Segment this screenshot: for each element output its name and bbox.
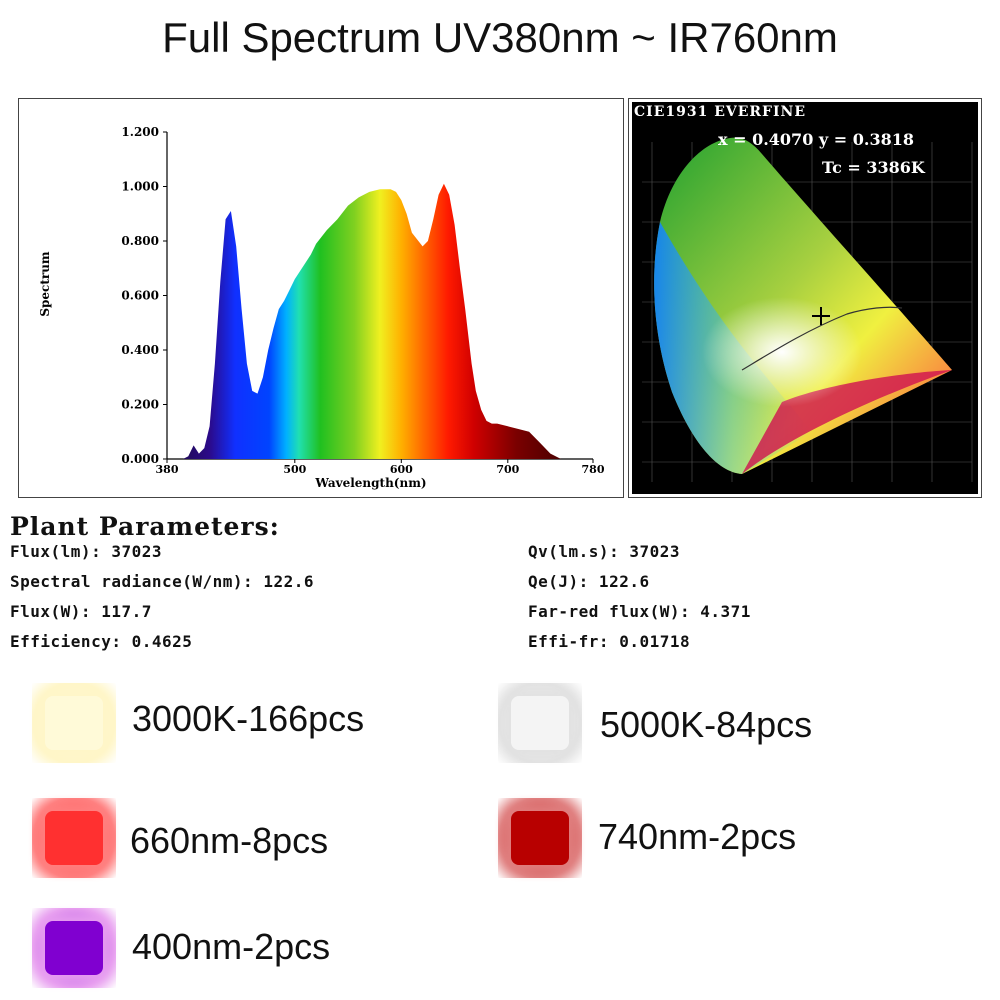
led-chip-icon <box>32 683 116 763</box>
params-heading: Plant Parameters: <box>10 512 280 541</box>
x-tick-label: 600 <box>390 463 413 476</box>
chromaticity-point-marker <box>812 307 830 325</box>
cie-chromaticity-plot <box>642 137 973 482</box>
param-qe: Qe(J): 122.6 <box>528 572 650 591</box>
cie-xy-readout: x = 0.4070 y = 0.3818 <box>718 130 914 149</box>
x-tick-label: 700 <box>496 463 519 476</box>
x-axis-label: Wavelength(nm) <box>314 476 426 490</box>
led-chip-icon <box>498 798 582 878</box>
y-axis-label: Spectrum <box>38 251 52 317</box>
led-label-400nm: 400nm-2pcs <box>132 926 331 967</box>
y-tick-label: 0.200 <box>121 398 159 412</box>
led-label-3000k: 3000K-166pcs <box>132 698 365 739</box>
cie-brand-label: CIE1931 EVERFINE <box>634 104 806 120</box>
cie-diagram-panel: CIE1931 EVERFINE x = 0.4070 y = 0.3818 T… <box>628 98 982 498</box>
y-tick-label: 1.200 <box>121 125 159 139</box>
param-efficiency: Efficiency: 0.4625 <box>10 632 193 651</box>
y-tick-label: 0.600 <box>121 289 159 303</box>
led-chip-icon <box>32 908 116 988</box>
x-tick-label: 380 <box>156 463 179 476</box>
led-chip-icon <box>498 683 582 763</box>
y-tick-label: 1.000 <box>121 180 159 194</box>
page-title: Full Spectrum UV380nm ~ IR760nm <box>162 14 838 61</box>
y-tick-label: 0.400 <box>121 343 159 357</box>
param-flux-w: Flux(W): 117.7 <box>10 602 152 621</box>
led-chip-icon <box>32 798 116 878</box>
y-tick-label: 0.800 <box>121 234 159 248</box>
y-tick-label: 0.000 <box>121 452 159 466</box>
led-label-5000k: 5000K-84pcs <box>600 704 813 745</box>
param-effi-fr: Effi-fr: 0.01718 <box>528 632 691 651</box>
led-label-740nm: 740nm-2pcs <box>598 816 797 857</box>
cie-diagram: CIE1931 EVERFINE x = 0.4070 y = 0.3818 T… <box>632 102 978 494</box>
param-far-red-flux: Far-red flux(W): 4.371 <box>528 602 751 621</box>
x-tick-label: 500 <box>283 463 306 476</box>
led-label-660nm: 660nm-8pcs <box>130 820 329 861</box>
spectrum-series-area <box>167 183 593 460</box>
param-qv: Qv(lm.s): 37023 <box>528 542 680 561</box>
spectrum-chart-panel: 0.000 0.200 0.400 0.600 0.800 1.000 1.200 380 50… <box>18 98 624 498</box>
cie-tc-readout: Tc = 3386K <box>822 158 925 177</box>
x-tick-label: 780 <box>582 463 605 476</box>
param-spectral-radiance: Spectral radiance(W/nm): 122.6 <box>10 572 314 591</box>
planckian-locus <box>741 306 903 371</box>
spectrum-chart: 0.000 0.200 0.400 0.600 0.800 1.000 1.200 380 50… <box>38 125 605 490</box>
param-flux-lm: Flux(lm): 37023 <box>10 542 162 561</box>
